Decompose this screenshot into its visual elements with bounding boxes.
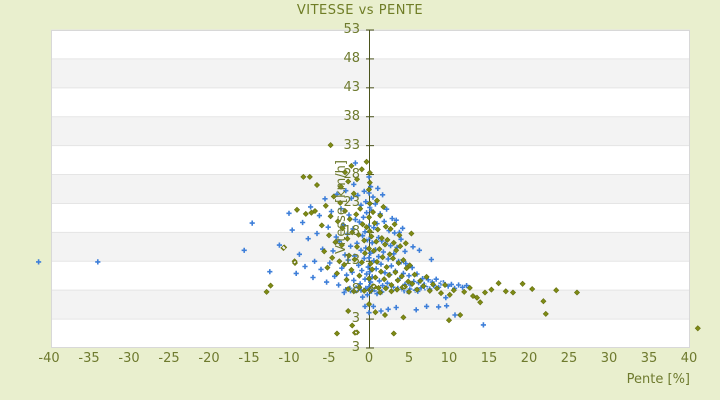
- grid-band: [51, 116, 690, 146]
- x-tick-label: 30: [600, 351, 618, 366]
- x-tick-label: 40: [680, 351, 698, 366]
- y-tick-label: 33: [343, 137, 360, 153]
- x-tick-label: 10: [440, 351, 458, 366]
- x-tick-label: -5: [322, 351, 336, 366]
- x-axis-title: Pente [%]: [626, 372, 690, 387]
- x-tick-label: -25: [158, 351, 180, 366]
- y-tick-label: 43: [343, 79, 360, 95]
- x-tick-label: 35: [640, 351, 658, 366]
- y-tick-label: 13: [343, 253, 360, 269]
- y-tick-label: 53: [343, 22, 360, 37]
- x-tick-label: 5: [404, 351, 414, 366]
- grid-band: [51, 58, 690, 88]
- x-tick-label: 0: [364, 351, 374, 366]
- x-tick-label: -35: [78, 351, 100, 366]
- x-tick-label: 20: [520, 351, 538, 366]
- chart-title: VITESSE vs PENTE: [296, 3, 424, 18]
- x-tick-label: 25: [560, 351, 578, 366]
- y-tick-label: 18: [343, 224, 360, 240]
- y-tick-label: 3: [351, 340, 360, 355]
- x-tick-label: -15: [238, 351, 260, 366]
- y-tick-label: 3: [351, 311, 360, 327]
- y-axis-title: Vitesse [km/h]: [334, 160, 349, 254]
- y-tick-label: 38: [343, 108, 360, 124]
- y-tick-label: 28: [343, 166, 360, 182]
- y-tick-label: 48: [343, 50, 360, 66]
- x-tick-label: -20: [198, 351, 220, 366]
- x-tick-label: -30: [118, 351, 140, 366]
- x-tick-label: 15: [480, 351, 498, 366]
- y-tick-label: 23: [343, 195, 360, 211]
- y-tick-label: 8: [351, 282, 360, 298]
- x-tick-label: -10: [278, 351, 300, 366]
- scatter-series-serie-olive: [263, 142, 701, 337]
- x-tick-label: -40: [38, 351, 60, 366]
